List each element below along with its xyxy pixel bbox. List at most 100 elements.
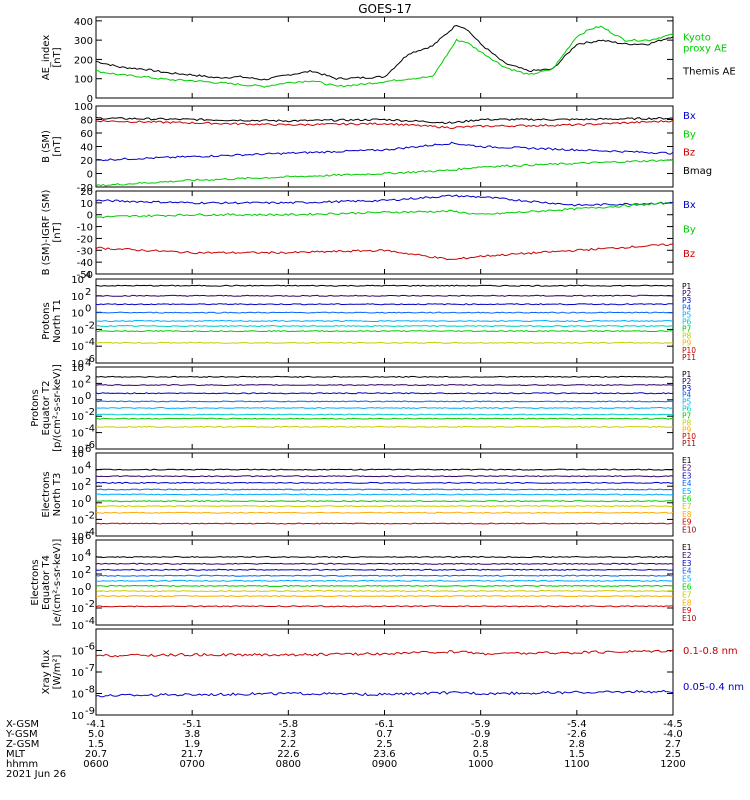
y-axis-label-line: B (SM) xyxy=(41,130,52,163)
series-line-e9 xyxy=(96,522,673,525)
footer-row-value: 1.9 xyxy=(184,739,200,750)
y-tick-base: 10 xyxy=(71,690,84,701)
y-axis-label-line: [W/m²] xyxy=(52,654,63,689)
y-tick-exponent: -7 xyxy=(85,663,95,674)
series-group xyxy=(96,649,673,698)
series-line-by xyxy=(96,201,673,219)
series-line-e5 xyxy=(96,579,673,582)
series-line-e8 xyxy=(96,511,673,514)
legend-entry: By xyxy=(683,129,696,140)
y-axis-label-line: Equator T2 xyxy=(41,381,52,436)
legend-entry: P8 xyxy=(682,332,692,341)
series-group xyxy=(96,375,673,428)
y-axis-label: Protons Equator T2 [p/(cm²-s-sr-keV)] xyxy=(30,364,63,452)
legend-entry: E4 xyxy=(682,479,692,488)
series-group xyxy=(96,284,673,344)
legend-entry-line: Themis AE xyxy=(682,66,736,77)
legend-entry: Bx xyxy=(683,200,696,211)
y-tick-exponent: -6 xyxy=(85,440,95,451)
legend-entry: E7 xyxy=(682,590,692,599)
y-tick-base: 10 xyxy=(71,570,84,581)
y-tick-exponent: -2 xyxy=(85,407,95,418)
y-tick-label: 10 -8 xyxy=(71,685,95,701)
legend-entry: Bx xyxy=(683,111,696,122)
series-group xyxy=(96,194,673,261)
legend-entry: P4 xyxy=(682,303,692,312)
legend-entry: P3 xyxy=(682,296,692,305)
footer-row-value: 2.7 xyxy=(665,739,681,750)
y-tick-label: 10 4 xyxy=(71,358,91,374)
legend-entry-line: By xyxy=(683,129,696,140)
legend-entry: E4 xyxy=(682,567,692,576)
series-line-e2 xyxy=(96,475,673,478)
y-tick-base: 10 xyxy=(71,379,84,390)
legend-entry-line: 0.05-0.4 nm xyxy=(683,682,744,693)
y-axis-label: Electrons Equator T4 [e/(cm²-s-sr-keV)] xyxy=(30,539,63,627)
y-tick-label: 10 -4 xyxy=(71,424,95,440)
footer-row-value: -5.1 xyxy=(182,719,202,730)
legend-entry: P1 xyxy=(682,282,692,291)
y-tick-label: 200 xyxy=(74,55,93,66)
legend: 0.1-0.8 nm 0.05-0.4 nm xyxy=(683,646,744,693)
y-axis-label-line: [nT] xyxy=(52,47,63,67)
footer-row-value: 21.7 xyxy=(181,749,203,760)
y-tick-exponent: 0 xyxy=(85,391,91,402)
footer-row-value: 2.3 xyxy=(280,729,296,740)
legend: Bx By Bz Bmag xyxy=(683,111,712,177)
footer-row-value: 23.6 xyxy=(373,749,395,760)
y-axis-label-line: B (SM)-IGRF (SM) xyxy=(41,190,52,276)
y-tick-base: 10 xyxy=(71,621,84,632)
series-line-e7 xyxy=(96,589,673,593)
footer-row-value: 5.0 xyxy=(88,729,104,740)
series-line-e6 xyxy=(96,500,673,503)
series-line-e1 xyxy=(96,555,673,559)
y-tick-label: 300 xyxy=(74,36,93,47)
y-tick-label: 10 -6 xyxy=(71,440,95,456)
y-tick-exponent: 6 xyxy=(85,444,91,455)
footer-row-value: 1200 xyxy=(660,759,685,770)
legend-entry: E8 xyxy=(682,510,692,519)
legend-entry: E2 xyxy=(682,551,692,560)
y-tick-base: 10 xyxy=(71,309,84,320)
panel-frame xyxy=(95,539,674,626)
series-line-p5 xyxy=(96,406,673,410)
y-tick-base: 10 xyxy=(71,532,84,543)
y-tick-label: 10 4 xyxy=(71,461,91,477)
footer-row-value: -0.9 xyxy=(471,729,491,740)
y-tick-exponent: 4 xyxy=(85,461,91,472)
footer-row-value: 1.5 xyxy=(569,749,585,760)
y-tick-label: 10 2 xyxy=(71,287,91,303)
legend-entry: P6 xyxy=(682,405,692,414)
footer-row-value: -4.1 xyxy=(86,719,106,730)
y-tick-base: 10 xyxy=(71,482,84,493)
panel-b_sm: -20 0 20 40 60 80 100 B (SM) [nT] Bx By Bz Bmag xyxy=(41,102,712,194)
footer-row-label: Z-GSM xyxy=(6,739,39,750)
y-axis-label-line: [nT] xyxy=(52,136,63,156)
y-tick-base: 10 xyxy=(71,325,84,336)
y-tick-label: 10 -2 xyxy=(71,599,95,615)
y-axis-label-line: Electrons xyxy=(30,559,41,605)
y-tick-label: 10 -4 xyxy=(71,616,95,632)
legend-entry: P2 xyxy=(682,377,692,386)
footer-row-value: 0.5 xyxy=(473,749,489,760)
y-tick-exponent: 2 xyxy=(85,477,91,488)
y-tick-base: 10 xyxy=(71,536,84,547)
series-line-p7 xyxy=(96,417,673,420)
y-tick-label: 10 -4 xyxy=(71,527,95,543)
series-line-by xyxy=(96,158,673,187)
y-tick-label: -20 xyxy=(77,183,93,194)
y-tick-base: 10 xyxy=(71,445,84,456)
y-tick-exponent: 2 xyxy=(85,374,91,385)
y-tick-exponent: -8 xyxy=(85,685,95,696)
y-tick-exponent: 0 xyxy=(85,494,91,505)
footer-row-value: 0800 xyxy=(276,759,301,770)
legend-entry: E2 xyxy=(682,464,692,473)
legend-entry: 0.05-0.4 nm xyxy=(683,682,744,693)
footer-date: 2021 Jun 26 xyxy=(6,769,66,780)
